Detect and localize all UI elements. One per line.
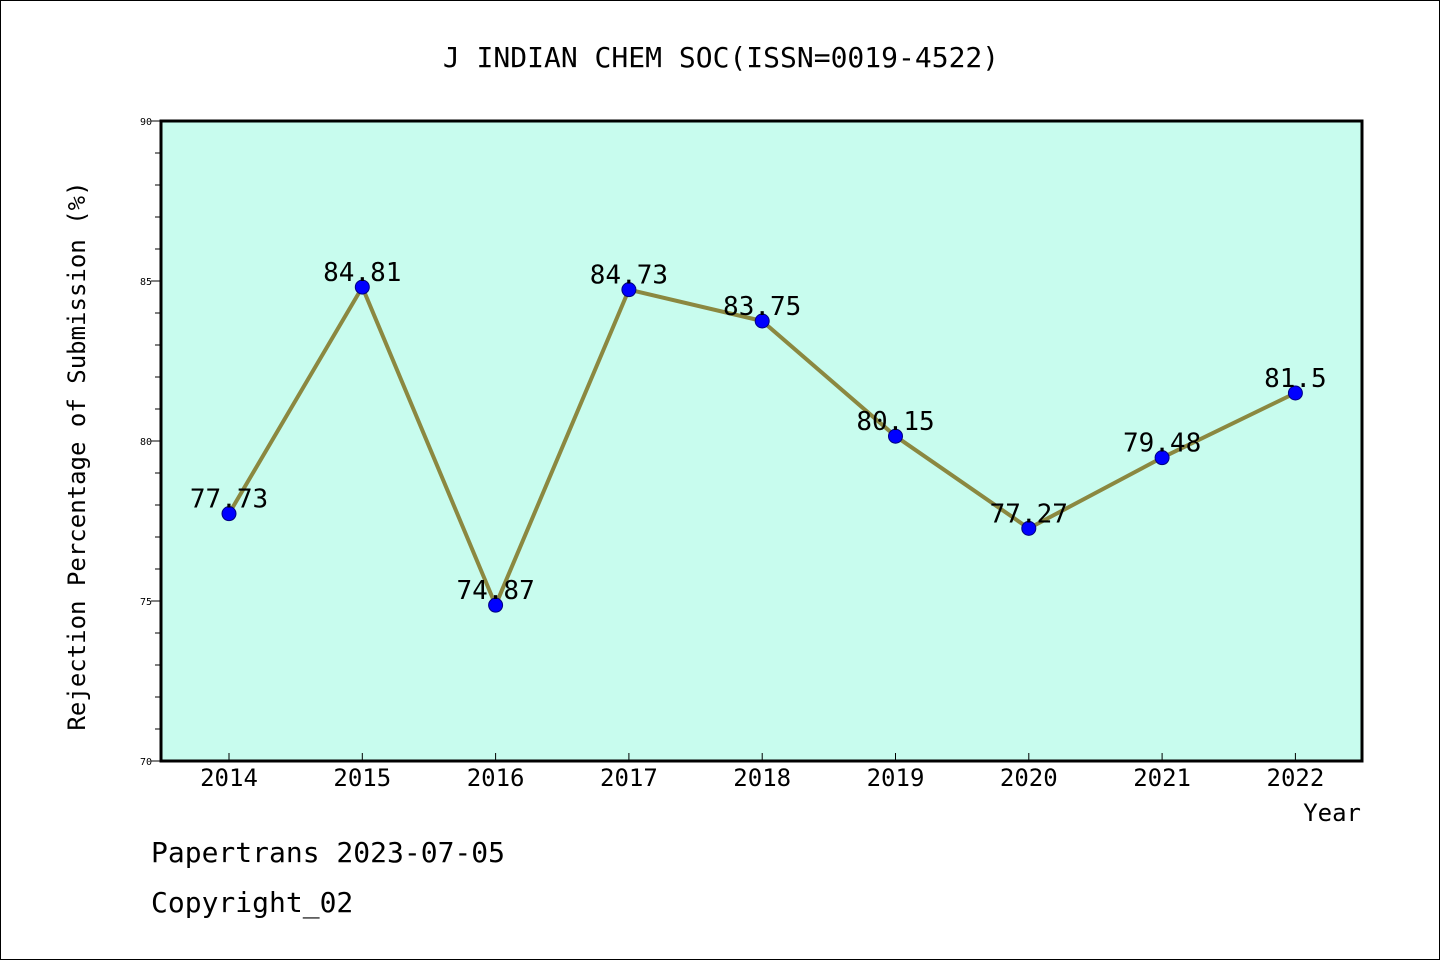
x-axis-label: Year	[1303, 799, 1361, 827]
footer-copyright: Copyright_02	[151, 886, 354, 919]
data-label: 81.5	[1264, 364, 1327, 394]
data-label: 84.81	[323, 258, 401, 288]
y-tick-label: 80	[140, 437, 152, 448]
data-label: 77.73	[190, 485, 268, 515]
data-label: 84.73	[590, 261, 668, 291]
x-tick-label: 2020	[1000, 764, 1058, 792]
data-point	[488, 597, 504, 613]
y-tick-label: 90	[140, 117, 152, 128]
data-point	[621, 282, 637, 298]
data-point	[754, 313, 770, 329]
data-point	[1287, 385, 1303, 401]
data-point	[354, 279, 370, 295]
y-tick-label: 75	[140, 597, 152, 608]
data-point	[1154, 450, 1170, 466]
x-tick-label: 2016	[467, 764, 525, 792]
y-tick-label: 70	[140, 757, 152, 768]
chart-title: J INDIAN CHEM SOC(ISSN=0019-4522)	[443, 41, 999, 74]
data-label: 79.48	[1123, 429, 1201, 459]
plot-area	[161, 121, 1362, 761]
x-tick-label: 2017	[600, 764, 658, 792]
plot-border	[159, 119, 1364, 763]
data-markers	[221, 279, 1303, 613]
x-tick-label: 2015	[333, 764, 391, 792]
x-tick-label: 2014	[200, 764, 258, 792]
x-tick-label: 2019	[867, 764, 925, 792]
y-tick-label: 85	[140, 277, 152, 288]
data-point	[888, 428, 903, 444]
footer-date: Papertrans 2023-07-05	[151, 836, 506, 869]
data-labels: 77.73 84.81 74.87 84.73 83.75 80.15 77.27 79.48…	[190, 258, 1327, 606]
data-label: 80.15	[856, 407, 934, 437]
y-axis-label: Rejection Percentage of Submission (%)	[63, 181, 91, 730]
data-label: 77.27	[990, 499, 1068, 529]
data-point	[221, 506, 237, 522]
x-axis-ticks: 2014 2015 2016 2017 2018 2019 2020 2021 2022	[200, 753, 1324, 792]
x-tick-label: 2022	[1267, 764, 1325, 792]
data-label: 74.87	[456, 576, 534, 606]
x-tick-label: 2021	[1133, 764, 1191, 792]
data-point	[1021, 520, 1037, 536]
y-axis-ticks: 70 75 80 85 90	[140, 117, 161, 768]
x-tick-label: 2018	[733, 764, 791, 792]
data-label: 83.75	[723, 292, 801, 322]
